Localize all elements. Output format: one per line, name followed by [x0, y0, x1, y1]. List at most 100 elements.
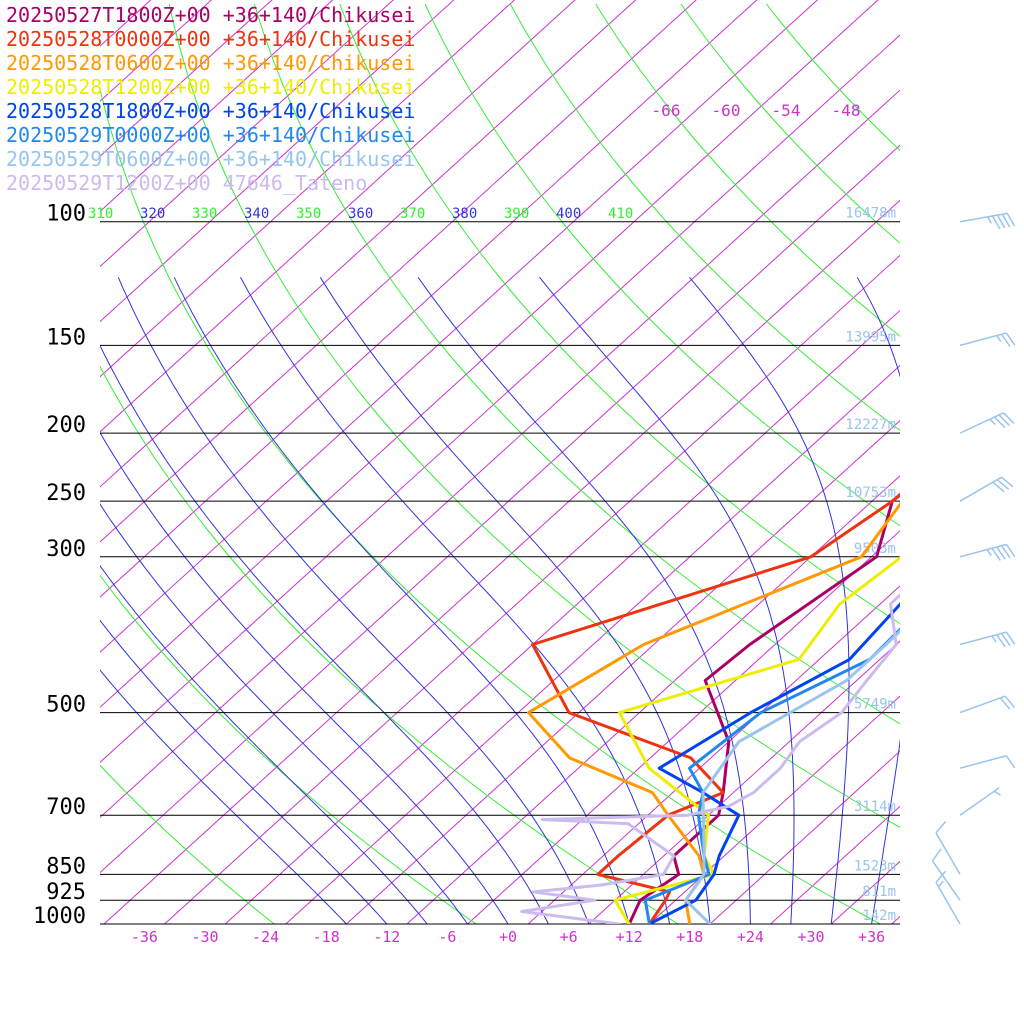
legend-entry: 20250528T0600Z+00 +36+140/Chikusei	[6, 51, 415, 75]
wind-barb	[959, 695, 1016, 714]
wind-barb-staff	[935, 882, 961, 925]
isotherm-line	[100, 0, 273, 157]
wind-barb	[959, 332, 1016, 347]
x-tick-label: +0	[499, 928, 517, 946]
height-label: 811m	[862, 884, 896, 900]
height-label: 142m	[862, 908, 896, 924]
dry-adiabat-line	[100, 764, 275, 924]
wind-barb	[935, 870, 961, 925]
dry-adiabat-line	[680, 3, 900, 244]
isotherm-line	[467, 530, 900, 924]
wind-barb-flag	[996, 634, 1006, 648]
dry-adiabat-line	[168, 3, 900, 828]
wind-barb-flag	[996, 546, 1006, 560]
wind-barb-staff	[959, 543, 1007, 558]
wind-barb-staff	[959, 631, 1007, 646]
wind-barb-half-flag	[986, 216, 992, 224]
wind-barb	[931, 848, 961, 901]
pressure-label: 850	[46, 854, 86, 879]
theta-label: 390	[504, 206, 529, 222]
wind-barb-flag	[1000, 632, 1011, 647]
dry-adiabats	[100, 3, 900, 924]
pressure-label: 300	[46, 537, 86, 562]
dry-adiabat-line	[100, 574, 477, 924]
wind-barb	[959, 212, 1016, 230]
wind-barb-flag	[1000, 545, 1011, 559]
legend: 20250527T1800Z+00 +36+140/Chikusei 202505…	[6, 3, 415, 195]
isotherm-line	[588, 640, 900, 924]
wind-barb-flag	[935, 821, 947, 834]
isotherm-line	[406, 475, 900, 924]
isotherm-top-label: -54	[772, 101, 801, 120]
legend-entry: 20250527T1800Z+00 +36+140/Chikusei	[6, 3, 415, 27]
series-line	[647, 602, 900, 924]
wind-barb-flag	[992, 481, 1005, 493]
wind-barb-half-flag	[937, 880, 944, 888]
wind-barb-flag	[1004, 695, 1016, 709]
wind-barb	[959, 787, 1001, 816]
moist-adiabat-line	[100, 344, 549, 924]
pressure-label: 1000	[33, 904, 86, 929]
moist-adiabat-line	[100, 564, 428, 924]
moist-adiabats	[100, 276, 900, 924]
theta-label: 370	[400, 206, 425, 222]
x-tick-label: -12	[373, 928, 400, 946]
x-tick-label: +18	[676, 928, 703, 946]
isotherm-top-label: -66	[652, 101, 681, 120]
wind-barb-flag	[1005, 755, 1016, 769]
dry-adiabat-line	[100, 87, 881, 924]
wind-barb-flag	[993, 416, 1006, 429]
theta-label: 310	[88, 206, 113, 222]
x-tick-label: +30	[797, 928, 824, 946]
wind-barb-staff	[935, 832, 961, 875]
moist-adiabat-line	[173, 277, 630, 924]
theta-label: 350	[296, 206, 321, 222]
wind-barb-flag	[1000, 333, 1011, 347]
wind-barb-flag	[1001, 476, 1014, 488]
legend-entry: 20250528T1800Z+00 +36+140/Chikusei	[6, 99, 415, 123]
dry-adiabat-line	[339, 3, 900, 625]
theta-labels: 310 320 330 340 350 360 370 380 390 400 410	[88, 206, 633, 222]
wind-barb-flag	[998, 414, 1010, 427]
wind-barb-half-flag	[989, 418, 996, 425]
x-tick-label: -30	[191, 928, 218, 946]
wind-barb-flag	[1005, 631, 1016, 645]
wind-barb-flag	[1006, 213, 1016, 227]
dry-adiabat-line	[424, 3, 900, 527]
wind-barb-staff	[959, 755, 1007, 769]
wind-barb-half-flag	[996, 335, 1002, 343]
wind-barb-staff	[959, 212, 1008, 223]
height-label: 13995m	[845, 329, 896, 345]
wind-barb-staff	[959, 332, 1007, 347]
wind-barb-flag	[1002, 412, 1015, 424]
theta-label: 360	[348, 206, 373, 222]
dry-adiabat-line	[595, 3, 900, 337]
isotherm-line	[100, 0, 334, 213]
wind-barb-flag	[991, 547, 1001, 561]
theta-label: 380	[452, 206, 477, 222]
x-tick-label: -24	[252, 928, 279, 946]
wind-barbs	[931, 212, 1016, 925]
legend-entry: 20250529T0000Z+00 +36+140/Chikusei	[6, 123, 415, 147]
isotherm-top-label: -60	[712, 101, 741, 120]
theta-label: 410	[608, 206, 633, 222]
height-label: 5749m	[854, 697, 896, 713]
isotherm-line	[100, 0, 576, 433]
series-line	[527, 501, 900, 924]
wind-barb-flag	[991, 215, 1001, 230]
moist-adiabat-line	[856, 277, 900, 924]
x-tick-label: -36	[131, 928, 158, 946]
wind-barb-staff	[931, 860, 961, 901]
wind-barb-staff	[959, 787, 1000, 816]
theta-label: 320	[140, 206, 165, 222]
isotherm-top-labels: -66 -60 -54 -48	[652, 101, 861, 120]
wind-barb	[959, 631, 1016, 648]
legend-entry: 20250528T1200Z+00 +36+140/Chikusei	[6, 75, 415, 99]
wind-barb	[959, 543, 1016, 561]
wind-barb	[959, 476, 1014, 502]
moist-adiabat-line	[100, 619, 388, 924]
wind-barb-flag	[1005, 332, 1016, 346]
height-label: 3114m	[854, 799, 896, 815]
pressure-label: 925	[46, 880, 86, 905]
isotherm-line	[527, 585, 900, 924]
